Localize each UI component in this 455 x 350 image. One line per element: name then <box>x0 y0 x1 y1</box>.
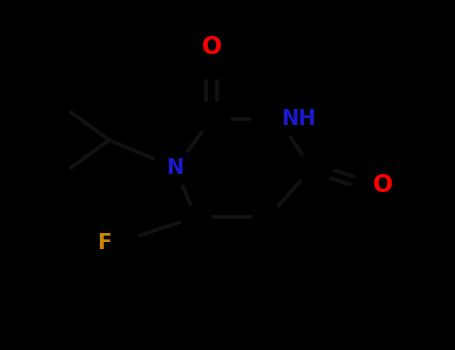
Text: N: N <box>167 158 184 178</box>
Text: O: O <box>202 35 222 60</box>
Text: F: F <box>97 233 111 253</box>
Text: O: O <box>373 174 393 197</box>
Text: NH: NH <box>281 109 316 129</box>
